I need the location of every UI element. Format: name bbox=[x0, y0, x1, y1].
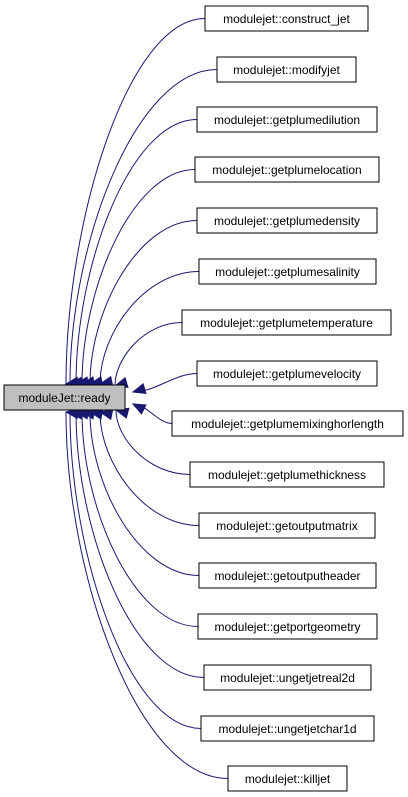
caller-node[interactable]: modulejet::getplumemixinghorlength bbox=[171, 410, 404, 437]
caller-node-label: modulejet::getplumelocation bbox=[212, 163, 361, 177]
caller-node-label: modulejet::getplumesalinity bbox=[215, 265, 360, 279]
call-edge bbox=[75, 119, 198, 385]
caller-node[interactable]: modulejet::getplumethickness bbox=[189, 461, 385, 488]
caller-node[interactable]: modulejet::modifyjet bbox=[216, 56, 357, 83]
caller-node-label: modulejet::getoutputheader bbox=[214, 569, 360, 583]
caller-node-label: modulejet::getplumetemperature bbox=[200, 316, 373, 330]
caller-node-box bbox=[198, 512, 376, 539]
arrowhead bbox=[98, 408, 114, 421]
caller-node-box bbox=[227, 765, 348, 792]
caller-node-label: modulejet::killjet bbox=[245, 772, 331, 786]
caller-node[interactable]: modulejet::getplumesalinity bbox=[198, 258, 377, 285]
root-node-label: moduleJet::ready bbox=[18, 391, 110, 405]
caller-node-label: modulejet::getplumedilution bbox=[214, 113, 360, 127]
caller-node-label: modulejet::ungetjetreal2d bbox=[220, 671, 355, 685]
caller-node-box bbox=[204, 5, 369, 32]
caller-node-label: modulejet::getoutputmatrix bbox=[216, 519, 357, 533]
caller-node[interactable]: modulejet::ungetjetchar1d bbox=[200, 715, 375, 742]
call-edge bbox=[65, 411, 229, 779]
caller-node[interactable]: modulejet::killjet bbox=[227, 765, 348, 792]
caller-node-box bbox=[171, 410, 404, 437]
caller-node-label: modulejet::getplumevelocity bbox=[213, 367, 361, 381]
caller-node[interactable]: modulejet::getoutputheader bbox=[198, 562, 377, 589]
caller-node-box bbox=[189, 461, 385, 488]
call-edge bbox=[89, 411, 200, 576]
call-edge bbox=[81, 169, 196, 385]
call-edge bbox=[89, 220, 198, 385]
caller-node-label: modulejet::construct_jet bbox=[223, 12, 350, 26]
caller-node-box bbox=[198, 562, 377, 589]
caller-node-box bbox=[197, 613, 378, 640]
caller-node[interactable]: modulejet::getplumelocation bbox=[194, 156, 380, 183]
root-node[interactable]: moduleJet::ready bbox=[3, 384, 126, 411]
call-edge bbox=[99, 411, 200, 526]
caller-node[interactable]: modulejet::construct_jet bbox=[204, 5, 369, 32]
caller-node-label: modulejet::modifyjet bbox=[233, 63, 340, 77]
arrowhead bbox=[131, 403, 147, 415]
caller-node-box bbox=[203, 664, 372, 691]
call-edge bbox=[99, 271, 200, 385]
caller-node-box bbox=[196, 106, 378, 133]
caller-node-box bbox=[196, 207, 378, 234]
caller-node-label: modulejet::getplumemixinghorlength bbox=[191, 417, 384, 431]
call-edge bbox=[114, 322, 183, 387]
call-edge bbox=[81, 411, 199, 627]
caller-node-box bbox=[194, 156, 380, 183]
caller-node[interactable]: modulejet::getplumedensity bbox=[196, 207, 378, 234]
call-edge bbox=[69, 411, 202, 729]
caller-node-box bbox=[198, 258, 377, 285]
call-edge bbox=[69, 69, 218, 385]
root-node-box bbox=[3, 384, 126, 411]
caller-node-box bbox=[200, 715, 375, 742]
caller-node[interactable]: modulejet::getplumedilution bbox=[196, 106, 378, 133]
caller-node-label: modulejet::getportgeometry bbox=[214, 620, 360, 634]
caller-node[interactable]: modulejet::getportgeometry bbox=[197, 613, 378, 640]
caller-node-label: modulejet::getplumethickness bbox=[208, 468, 366, 482]
arrowhead bbox=[131, 383, 147, 395]
call-edge bbox=[115, 409, 191, 475]
caller-node[interactable]: modulejet::getoutputmatrix bbox=[198, 512, 376, 539]
caller-node-box bbox=[216, 56, 357, 83]
caller-node-box bbox=[181, 309, 392, 336]
caller-node-label: modulejet::getplumedensity bbox=[214, 214, 360, 228]
caller-node[interactable]: modulejet::ungetjetreal2d bbox=[203, 664, 372, 691]
caller-node[interactable]: modulejet::getplumetemperature bbox=[181, 309, 392, 336]
caller-node[interactable]: modulejet::getplumevelocity bbox=[196, 360, 378, 387]
call-edge bbox=[75, 411, 205, 678]
call-edge bbox=[65, 18, 206, 385]
caller-node-label: modulejet::ungetjetchar1d bbox=[218, 722, 356, 736]
caller-node-box bbox=[196, 360, 378, 387]
call-nodes: moduleJet::ready modulejet::construct_je… bbox=[3, 5, 404, 792]
